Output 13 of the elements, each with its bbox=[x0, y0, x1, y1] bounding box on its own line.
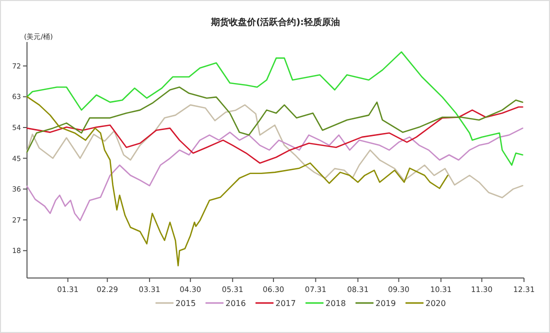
legend-label: 2015 bbox=[176, 299, 196, 308]
line-series bbox=[26, 104, 524, 198]
line-series bbox=[26, 96, 448, 266]
legend-label: 2019 bbox=[376, 299, 396, 308]
line-series bbox=[26, 51, 524, 166]
legend-label: 2016 bbox=[226, 299, 246, 308]
line-series bbox=[26, 106, 524, 164]
legend-label: 2020 bbox=[426, 299, 446, 308]
legend-label: 2017 bbox=[276, 299, 296, 308]
line-series bbox=[26, 86, 524, 153]
line-series bbox=[26, 128, 524, 222]
chart-title: 期货收盘价(活跃合约):轻质原油 bbox=[210, 17, 340, 28]
legend-label: 2018 bbox=[326, 299, 346, 308]
